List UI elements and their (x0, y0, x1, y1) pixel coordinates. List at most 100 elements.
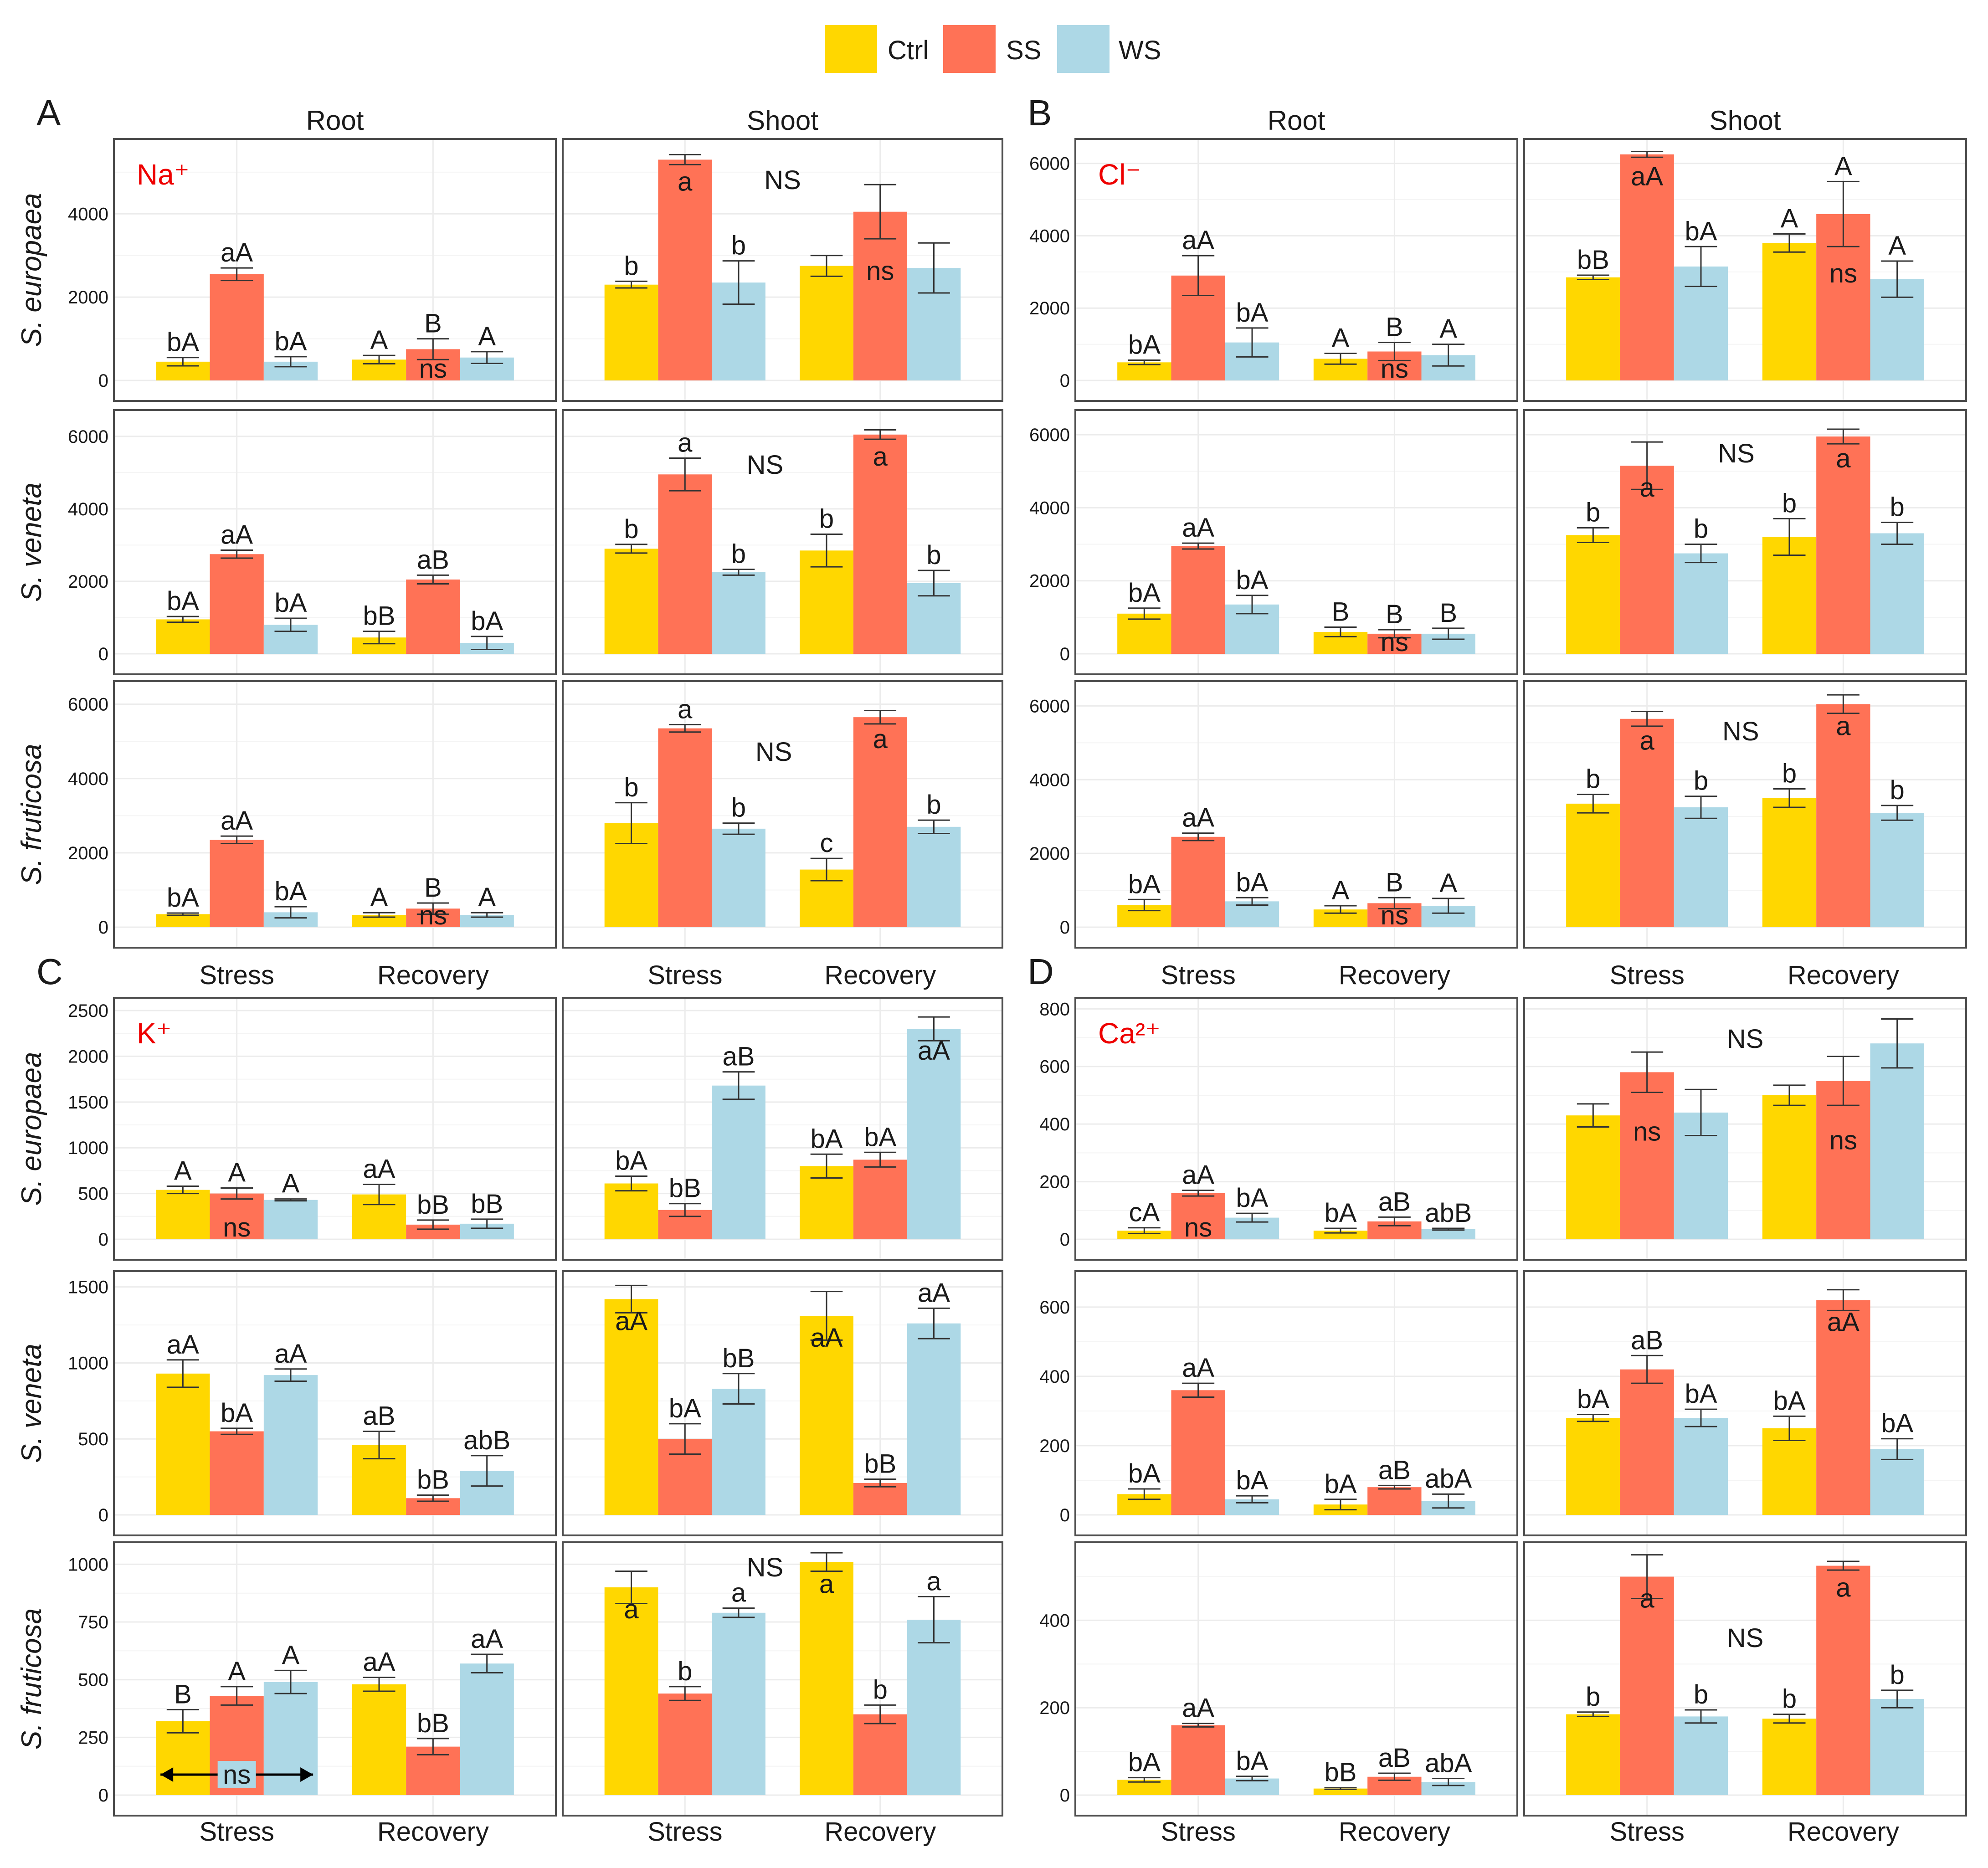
bar-ctrl (800, 1316, 853, 1515)
significance-label: bA (1128, 869, 1161, 899)
bar-ctrl (1762, 537, 1817, 654)
significance-label: bA (275, 877, 307, 906)
bar-ss (1816, 1565, 1870, 1795)
ns-note: NS (1727, 1024, 1764, 1054)
significance-label: A (1781, 204, 1798, 234)
bar-ss (210, 840, 264, 927)
significance-label: bA (1236, 867, 1269, 897)
significance-label-inner: ns (1829, 259, 1857, 288)
facet-frame (1074, 1270, 1518, 1536)
facet-a-shoot-row1: b a b ns NS (562, 138, 1003, 402)
significance-label: bB (363, 601, 396, 631)
significance-label: b (1782, 759, 1797, 789)
significance-label: abA (1425, 1749, 1472, 1778)
species-title: S. veneta (16, 1344, 47, 1463)
significance-label: B (1439, 598, 1457, 628)
bar-ss (1816, 704, 1870, 927)
species-title: S. veneta (16, 482, 47, 602)
significance-label-inner: a (1640, 1584, 1655, 1614)
facet-b-shoot-row1: bB aA bA A Ans A (1523, 138, 1967, 402)
bar-ss (853, 1483, 907, 1515)
significance-label: aB (1378, 1743, 1411, 1773)
bar-ws (907, 1323, 961, 1515)
significance-label: A (282, 1169, 300, 1199)
panel-letter-b: B (1027, 92, 1052, 133)
facet-frame (1074, 409, 1518, 675)
significance-label-inner: a (873, 724, 888, 754)
bar-ctrl (800, 266, 853, 380)
panel-letter-a: A (36, 92, 61, 133)
x-label-recovery: Recovery (824, 960, 936, 990)
facet-frame (113, 680, 557, 949)
bar-ctrl (1117, 1231, 1171, 1239)
bar-ws (460, 1663, 514, 1795)
significance-label: bA (1325, 1198, 1357, 1228)
bar-ctrl (604, 1299, 658, 1515)
significance-label: abA (1425, 1464, 1472, 1493)
significance-label: b (873, 1675, 888, 1704)
y-tick-label: 6000 (1029, 425, 1070, 445)
significance-label: b (1586, 765, 1600, 794)
bar-ws (907, 1029, 961, 1239)
significance-label: bB (417, 1465, 449, 1495)
facet-frame (562, 680, 1003, 949)
y-tick-label: 1000 (68, 1555, 108, 1575)
ns-note: NS (1727, 1623, 1764, 1653)
bar-ss (1816, 436, 1870, 654)
significance-label: a (678, 428, 693, 457)
y-tick-label: 500 (78, 1184, 108, 1204)
y-tick-label: 200 (1039, 1172, 1070, 1192)
x-label-stress: Stress (1609, 1817, 1684, 1847)
significance-label: bA (167, 328, 199, 357)
x-label-recovery: Recovery (1339, 960, 1450, 990)
facet-frame (1074, 680, 1518, 949)
y-tick-label: 400 (1039, 1611, 1070, 1631)
bar-ss (853, 1160, 907, 1239)
significance-label: bA (669, 1394, 701, 1423)
significance-label-inner: ns (419, 901, 447, 930)
significance-label: aA (221, 806, 253, 836)
bar-ss (210, 1431, 264, 1515)
facet-frame (1523, 1541, 1967, 1817)
legend-swatch-ctrl (825, 25, 877, 73)
y-tick-label: 200 (1039, 1698, 1070, 1718)
significance-label: b (624, 514, 638, 544)
bar-ctrl (800, 550, 853, 654)
strip-label-root: Root (1268, 105, 1325, 136)
significance-label-inner: a (1836, 711, 1851, 741)
significance-label: aA (1182, 1353, 1214, 1383)
bar-ctrl (156, 1373, 210, 1515)
bar-ss (1620, 1369, 1674, 1515)
significance-label: bA (1685, 1379, 1717, 1409)
facet-c-root-row3: 0 250 500 750 1000 B A A aA bB aA ns S. fruticosa (16, 1541, 557, 1817)
significance-label: bA (275, 327, 307, 356)
ion-label: Na⁺ (137, 158, 190, 191)
significance-label: aA (1182, 226, 1214, 255)
significance-label: bB (1325, 1758, 1357, 1787)
bar-ss (853, 717, 907, 927)
x-label-stress: Stress (1161, 960, 1235, 990)
significance-label: aA (1182, 1160, 1214, 1190)
significance-label: aB (723, 1042, 755, 1072)
significance-label: bA (1325, 1469, 1357, 1499)
x-label-stress: Stress (199, 1817, 274, 1847)
ns-note: NS (747, 450, 784, 480)
bar-ctrl (1762, 243, 1817, 380)
bar-ctrl (1566, 803, 1620, 927)
bar-ctrl (156, 1721, 210, 1795)
facet-a-root-row1: 0 2000 4000 bA aA bA A Bns A Na⁺ S. europaea (16, 138, 557, 402)
bar-ss (1620, 1072, 1674, 1239)
legend-label-ctrl: Ctrl (888, 36, 929, 65)
bar-ws (1870, 533, 1924, 654)
legend-swatch-ws (1057, 25, 1110, 73)
ion-label: Cl⁻ (1098, 158, 1141, 191)
significance-label: a (731, 1578, 746, 1608)
bar-ss (658, 1694, 712, 1795)
bar-ws (263, 1200, 318, 1239)
significance-label: bB (471, 1189, 503, 1219)
significance-label: bA (1128, 1459, 1161, 1488)
significance-label: B (1386, 600, 1403, 629)
y-tick-label: 2000 (68, 287, 108, 308)
